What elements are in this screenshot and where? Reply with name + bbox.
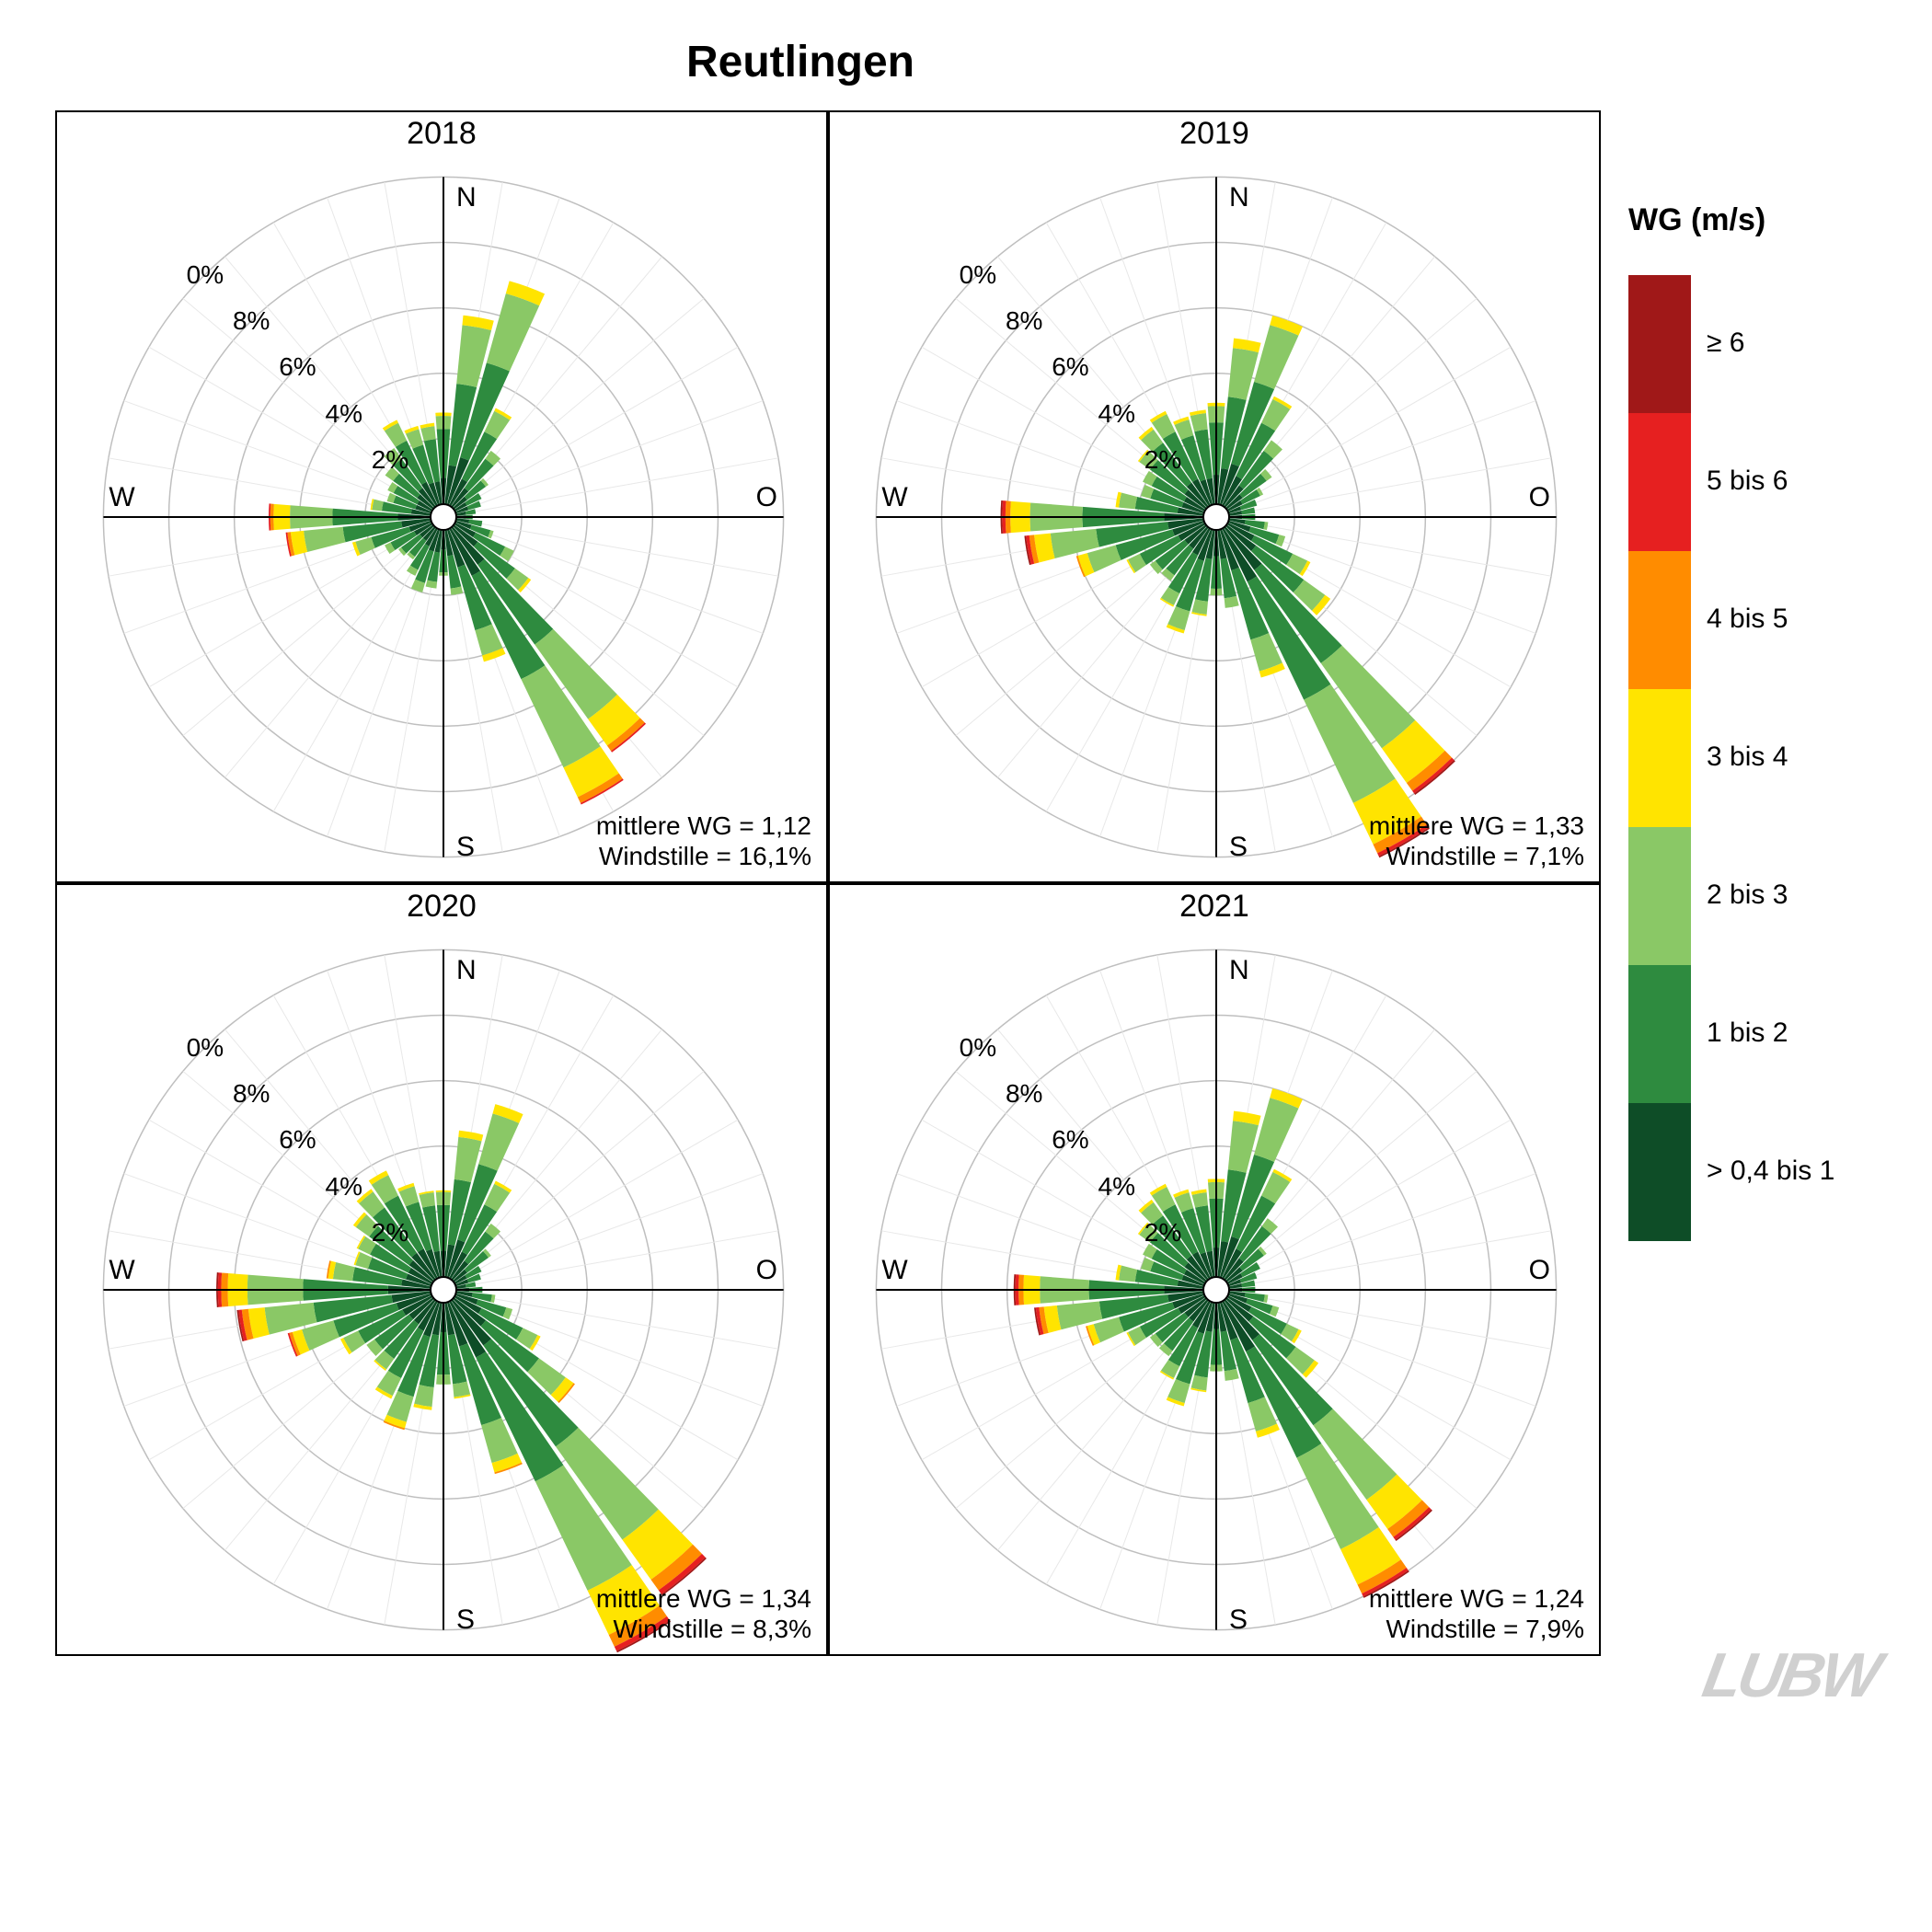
panel-grid: 2018NSWO0%8%6%4%2%mittlere WG = 1,12Wind… — [55, 110, 1601, 1656]
legend: WG (m/s) ≥ 65 bis 64 bis 53 bis 42 bis 3… — [1628, 202, 1868, 1241]
ring-label: 8% — [233, 306, 270, 336]
legend-label: 2 bis 3 — [1707, 880, 1788, 911]
legend-swatch — [1628, 551, 1691, 689]
ring-label: 8% — [1006, 1079, 1042, 1109]
panel-stats: mittlere WG = 1,24Windstille = 7,9% — [1369, 1583, 1584, 1645]
ring-label: 4% — [1098, 399, 1135, 429]
ring-label: 8% — [1006, 306, 1042, 336]
ring-label: 6% — [1052, 352, 1088, 382]
compass-e: O — [1529, 1255, 1550, 1286]
compass-n: N — [1229, 955, 1249, 986]
legend-swatch — [1628, 827, 1691, 965]
compass-w: W — [109, 482, 134, 513]
compass-w: W — [109, 1255, 134, 1286]
ring-label: 0% — [187, 260, 224, 290]
compass-e: O — [1529, 482, 1550, 513]
compass-n: N — [456, 955, 477, 986]
windrose-panel-2021: 2021NSWO0%8%6%4%2%mittlere WG = 1,24Wind… — [828, 883, 1601, 1656]
legend-label: > 0,4 bis 1 — [1707, 1156, 1834, 1187]
legend-swatch — [1628, 965, 1691, 1103]
legend-swatch — [1628, 689, 1691, 827]
legend-swatch — [1628, 413, 1691, 551]
compass-n: N — [1229, 182, 1249, 213]
windrose-svg — [57, 112, 828, 883]
windrose-panel-2020: 2020NSWO0%8%6%4%2%mittlere WG = 1,34Wind… — [55, 883, 828, 1656]
ring-label: 0% — [960, 260, 996, 290]
legend-label: 1 bis 2 — [1707, 1018, 1788, 1049]
panel-stats: mittlere WG = 1,33Windstille = 7,1% — [1369, 811, 1584, 872]
ring-label: 2% — [1144, 445, 1181, 475]
windrose-panel-2019: 2019NSWO0%8%6%4%2%mittlere WG = 1,33Wind… — [828, 110, 1601, 883]
windrose-svg — [57, 885, 828, 1656]
ring-label: 6% — [279, 1125, 316, 1155]
panel-stats: mittlere WG = 1,34Windstille = 8,3% — [596, 1583, 811, 1645]
legend-label: 5 bis 6 — [1707, 466, 1788, 497]
legend-swatch — [1628, 275, 1691, 413]
compass-s: S — [456, 832, 475, 863]
legend-label: 3 bis 4 — [1707, 742, 1788, 773]
legend-swatch — [1628, 1103, 1691, 1241]
compass-s: S — [456, 1604, 475, 1636]
panel-stats: mittlere WG = 1,12Windstille = 16,1% — [596, 811, 811, 872]
ring-label: 2% — [372, 445, 408, 475]
compass-s: S — [1229, 832, 1248, 863]
ring-label: 0% — [187, 1033, 224, 1063]
ring-label: 8% — [233, 1079, 270, 1109]
ring-label: 0% — [960, 1033, 996, 1063]
compass-n: N — [456, 182, 477, 213]
page-title: Reutlingen — [0, 37, 1601, 87]
ring-label: 2% — [372, 1218, 408, 1248]
compass-s: S — [1229, 1604, 1248, 1636]
compass-w: W — [881, 482, 907, 513]
ring-label: 2% — [1144, 1218, 1181, 1248]
ring-label: 6% — [279, 352, 316, 382]
compass-e: O — [756, 482, 777, 513]
ring-label: 6% — [1052, 1125, 1088, 1155]
ring-label: 4% — [326, 1172, 362, 1202]
compass-e: O — [756, 1255, 777, 1286]
windrose-svg — [830, 112, 1601, 883]
ring-label: 4% — [1098, 1172, 1135, 1202]
ring-label: 4% — [326, 399, 362, 429]
legend-label: 4 bis 5 — [1707, 604, 1788, 635]
legend-label: ≥ 6 — [1707, 328, 1744, 359]
windrose-svg — [830, 885, 1601, 1656]
compass-w: W — [881, 1255, 907, 1286]
windrose-panel-2018: 2018NSWO0%8%6%4%2%mittlere WG = 1,12Wind… — [55, 110, 828, 883]
lubw-logo: LUBW — [1697, 1639, 1883, 1711]
legend-bar: ≥ 65 bis 64 bis 53 bis 42 bis 31 bis 2> … — [1628, 275, 1691, 1241]
legend-title: WG (m/s) — [1628, 202, 1868, 238]
